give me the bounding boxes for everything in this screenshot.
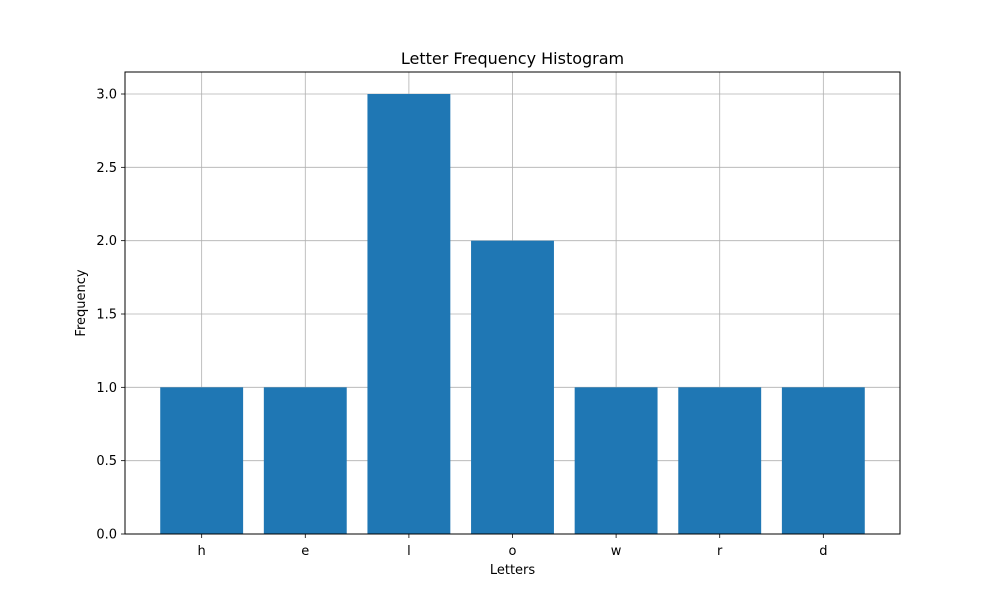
bar-o [471, 240, 554, 534]
y-axis-label: Frequency [74, 269, 89, 336]
x-tick-label: r [717, 544, 723, 559]
x-tick-label: d [819, 544, 827, 559]
bar-h [160, 387, 244, 534]
bars [160, 94, 865, 534]
x-tick-label: h [198, 544, 206, 559]
x-tick-label: e [301, 544, 309, 559]
chart-title: Letter Frequency Histogram [401, 49, 624, 68]
x-tick-label: l [407, 544, 411, 559]
x-axis-label: Letters [490, 563, 536, 578]
y-tick-label: 0.5 [96, 454, 117, 469]
bar-d [781, 387, 865, 534]
bar-e [263, 387, 347, 534]
y-tick-label: 0.0 [96, 528, 117, 543]
axis-ticks: 0.0 0.5 1.0 1.5 2.0 2.5 3.0 h e l o w r d [96, 88, 827, 560]
y-tick-label: 1.0 [96, 381, 117, 396]
y-tick-label: 2.5 [96, 161, 117, 176]
x-tick-label: o [509, 544, 517, 559]
y-tick-label: 2.0 [96, 234, 117, 249]
bar-w [574, 387, 658, 534]
bar-r [678, 387, 762, 534]
y-tick-label: 1.5 [96, 308, 117, 323]
x-tick-label: w [611, 544, 622, 559]
y-tick-label: 3.0 [96, 88, 117, 103]
bar-l [367, 94, 451, 534]
